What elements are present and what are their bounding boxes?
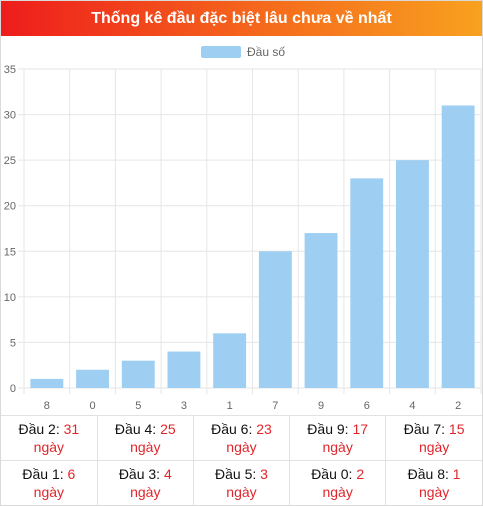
stat-label: Đầu 8: [407,466,453,483]
x-tick-label: 7 [272,400,278,412]
bar-7 [258,251,292,388]
stat-label: Đầu 7: [403,421,449,438]
stat-unit: ngày [33,484,65,501]
chart-legend[interactable]: Đầu số [201,45,285,59]
bar-5 [121,360,155,388]
stat-cell: Đầu 7: 15 ngày [385,414,482,461]
x-tick-label: 2 [455,400,461,412]
stat-value: 23 [256,421,272,438]
y-tick-label: 15 [4,246,16,258]
stat-unit: ngày [418,484,450,501]
stat-cell: Đầu 3: 4 ngày [97,460,194,505]
stat-value: 1 [452,466,461,483]
stat-value: 3 [260,466,268,483]
legend-swatch [201,46,241,58]
x-tick-label: 8 [44,400,50,412]
stat-value: 17 [352,421,369,438]
bar-0 [76,369,110,388]
bar-3 [167,351,201,388]
stat-cell: Đầu 2: 31 ngày [1,414,98,461]
y-tick-label: 30 [4,110,16,122]
bar-6 [350,178,384,388]
bar-1 [213,333,247,388]
stat-label: Đầu 4: [114,421,161,438]
header-title: Thống kê đầu đặc biệt lâu chưa về nhất [91,9,392,27]
stat-unit: ngày [226,439,257,456]
stat-value: 31 [63,421,80,438]
x-tick-label: 9 [318,400,324,412]
stat-unit: ngày [322,439,353,456]
stat-unit: ngày [226,484,257,501]
chart-grid [18,68,482,394]
stats-table: Đầu 2: 31 ngày Đầu 4: 25 ngày Đầu 6: 23 ngày Đ… [1,414,482,505]
stat-unit: ngày [33,439,65,456]
stat-cell: Đầu 9: 17 ngày [289,414,387,461]
stat-unit: ngày [130,439,161,456]
x-tick-label: 6 [364,400,370,412]
stat-label: Đầu 5: [215,466,261,483]
bar-8 [30,378,64,388]
x-tick-label: 1 [227,400,233,412]
y-tick-label: 35 [4,64,16,76]
stat-cell: Đầu 4: 25 ngày [97,414,194,461]
stat-label: Đầu 3: [118,466,164,483]
card-header: Thống kê đầu đặc biệt lâu chưa về nhất [1,1,482,36]
stat-value: 25 [160,421,176,438]
stat-value: 15 [448,421,465,438]
x-tick-label: 5 [135,400,141,412]
stat-unit: ngày [418,439,450,456]
stat-label: Đầu 1: [22,466,68,483]
bar-series [30,105,475,388]
legend-label: Đầu số [247,45,285,59]
stat-value: 6 [67,466,76,483]
bar-9 [304,233,338,388]
y-tick-label: 20 [4,201,16,213]
y-tick-label: 10 [4,292,16,304]
stat-cell: Đầu 6: 23 ngày [193,414,291,461]
stats-row: Đầu 2: 31 ngày Đầu 4: 25 ngày Đầu 6: 23 ngày Đ… [1,414,482,461]
x-tick-label: 0 [89,400,95,412]
y-tick-label: 5 [10,337,16,349]
stat-unit: ngày [130,484,161,501]
x-tick-label: 3 [181,400,187,412]
stat-label: Đầu 6: [211,421,257,438]
y-tick-label: 25 [4,155,16,167]
stat-label: Đầu 0: [311,466,357,483]
stat-label: Đầu 9: [307,421,353,438]
stat-label: Đầu 2: [18,421,64,438]
stat-value: 2 [356,466,365,483]
x-tick-label: 4 [409,400,415,412]
stat-unit: ngày [322,484,353,501]
x-axis: 8 0 5 3 1 7 9 6 4 2 [44,400,461,412]
bar-2 [441,105,475,388]
bar-4 [395,160,429,388]
y-axis: 0 5 10 15 20 25 30 35 [4,64,16,395]
stat-cell: Đầu 8: 1 ngày [385,460,482,505]
stats-row: Đầu 1: 6 ngày Đầu 3: 4 ngày Đầu 5: 3 ngày Đầu … [1,460,482,505]
stat-value: 4 [163,466,172,483]
stat-cell: Đầu 5: 3 ngày [193,460,291,505]
stat-cell: Đầu 1: 6 ngày [1,460,98,505]
stat-cell: Đầu 0: 2 ngày [289,460,387,505]
y-tick-label: 0 [10,383,16,395]
bar-chart: Đầu số 0 5 10 15 20 25 30 35 8 0 5 3 1 7 9 6 4 2 [4,45,482,412]
